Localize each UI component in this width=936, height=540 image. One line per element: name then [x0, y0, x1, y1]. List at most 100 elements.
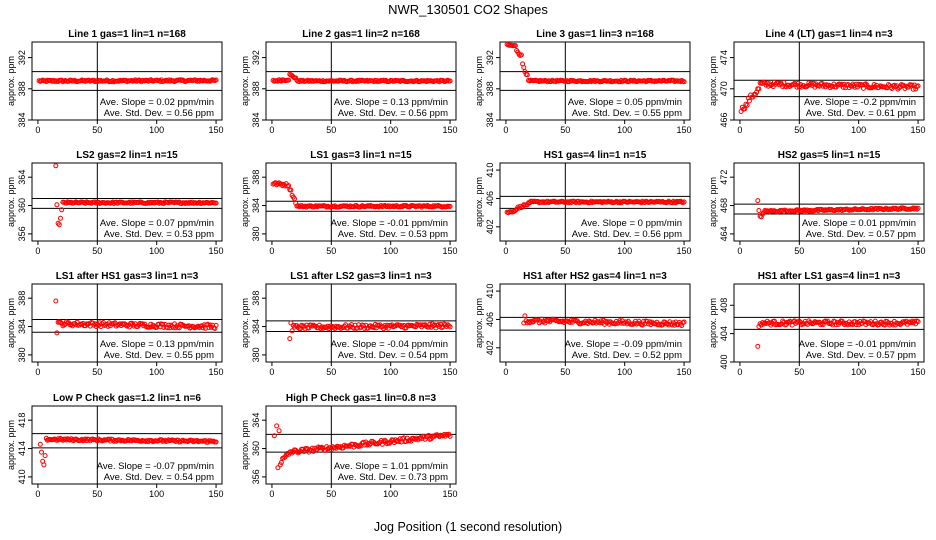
y-tick-label: 414: [17, 441, 27, 456]
data-point: [756, 86, 762, 92]
data-point: [200, 325, 206, 331]
slope-annotation: Ave. Slope = 0.02 ppm/min: [100, 97, 214, 108]
plot-frame: [499, 283, 691, 363]
panel-title: High P Check gas=1 lin=0.8 n=3: [286, 393, 437, 404]
data-point: [142, 321, 148, 327]
x-tick-label: 0: [35, 125, 40, 135]
x-tick-label: 50: [560, 367, 570, 377]
x-tick-label: 150: [209, 489, 224, 499]
x-tick-label: 100: [617, 246, 632, 256]
data-point: [909, 82, 915, 88]
x-tick-label: 0: [35, 246, 40, 256]
x-tick-label: 100: [383, 489, 398, 499]
data-point: [871, 82, 877, 87]
x-tick-label: 50: [326, 125, 336, 135]
panel-5: LS2 gas=2 lin=1 n=15 0 50 100 150 356 360 364ap…: [6, 150, 224, 256]
data-point: [822, 318, 828, 324]
panel-title: HS1 gas=4 lin=1 n=15: [544, 150, 647, 161]
data-point: [381, 439, 387, 445]
y-axis-label: approx. ppm: [708, 298, 718, 348]
panel-title: Low P Check gas=1.2 lin=1 n=6: [53, 393, 201, 404]
data-point: [357, 325, 363, 331]
y-tick-label: 384: [485, 112, 495, 127]
plot-frame: [31, 41, 223, 121]
data-point: [600, 317, 606, 323]
slope-annotation: Ave. Slope = -0.07 ppm/min: [97, 461, 214, 472]
data-point: [681, 199, 687, 205]
data-point: [213, 322, 219, 328]
y-tick-label: 392: [17, 50, 27, 65]
y-tick-label: 388: [251, 170, 261, 185]
data-point: [756, 324, 762, 329]
x-tick-label: 50: [326, 489, 336, 499]
y-tick-label: 470: [719, 81, 729, 96]
plot-frame: [31, 283, 223, 363]
x-tick-label: 50: [560, 246, 570, 256]
x-tick-label: 50: [794, 367, 804, 377]
panel-14: High P Check gas=1 lin=0.8 n=3 0 50 100 150 3…: [240, 393, 458, 499]
plot-frame: [265, 405, 457, 485]
panel-title: LS1 after HS1 gas=3 lin=1 n=3: [56, 271, 199, 282]
x-tick-label: 0: [269, 489, 274, 499]
data-point: [56, 222, 62, 228]
data-point: [213, 439, 219, 445]
y-axis-label: approx. ppm: [240, 56, 250, 106]
data-point: [755, 198, 761, 204]
data-point: [885, 82, 891, 88]
stdev-annotation: Ave. Std. Dev. = 0.52 ppm: [572, 350, 682, 361]
x-tick-label: 0: [737, 367, 742, 377]
figure-title: NWR_130501 CO2 Shapes: [388, 2, 548, 17]
slope-annotation: Ave. Slope = 1.01 ppm/min: [334, 461, 448, 472]
x-tick-label: 100: [149, 125, 164, 135]
data-point: [382, 437, 388, 443]
x-tick-label: 150: [443, 489, 458, 499]
data-point: [446, 323, 452, 329]
x-tick-label: 100: [149, 489, 164, 499]
data-point: [447, 78, 453, 84]
x-tick-label: 50: [794, 246, 804, 256]
panel-8: HS2 gas=5 lin=1 n=15 0 50 100 150 464 468 472ap…: [708, 150, 926, 256]
x-tick-label: 50: [92, 367, 102, 377]
panel-1: Line 1 gas=1 lin=1 n=168 0 50 100 150 384 388 3…: [6, 29, 224, 135]
data-point: [567, 320, 573, 325]
data-point: [518, 52, 524, 58]
y-tick-label: 406: [485, 191, 495, 206]
y-tick-label: 384: [251, 319, 261, 334]
data-point: [679, 323, 685, 329]
data-point: [447, 433, 453, 439]
x-tick-label: 150: [209, 125, 224, 135]
data-point: [286, 183, 292, 189]
stdev-annotation: Ave. Std. Dev. = 0.56 ppm: [338, 108, 448, 119]
x-tick-label: 150: [677, 246, 692, 256]
y-tick-label: 472: [719, 170, 729, 185]
data-point: [913, 205, 919, 211]
panel-title: LS1 gas=3 lin=1 n=15: [310, 150, 412, 161]
data-point: [681, 79, 687, 85]
data-point: [288, 187, 294, 193]
data-point: [301, 449, 307, 455]
plot-frame: [265, 162, 457, 242]
data-point: [276, 428, 282, 434]
x-tick-label: 100: [851, 125, 866, 135]
data-point: [275, 465, 281, 471]
x-tick-label: 100: [851, 367, 866, 377]
data-point: [512, 43, 518, 49]
data-point: [286, 77, 292, 83]
data-point: [293, 75, 299, 81]
data-point: [447, 324, 453, 330]
y-tick-label: 400: [719, 354, 729, 369]
y-tick-label: 464: [719, 226, 729, 241]
slope-annotation: Ave. Slope = 0 ppm/min: [581, 218, 682, 229]
stdev-annotation: Ave. Std. Dev. = 0.55 ppm: [572, 108, 682, 119]
data-point: [394, 438, 400, 444]
data-point: [863, 81, 869, 87]
data-point: [58, 215, 63, 221]
x-tick-label: 0: [503, 125, 508, 135]
data-point: [512, 208, 518, 213]
data-point: [523, 318, 529, 324]
data-point: [746, 98, 752, 104]
data-point: [776, 82, 782, 88]
data-point: [54, 202, 60, 208]
y-tick-label: 364: [17, 170, 27, 185]
